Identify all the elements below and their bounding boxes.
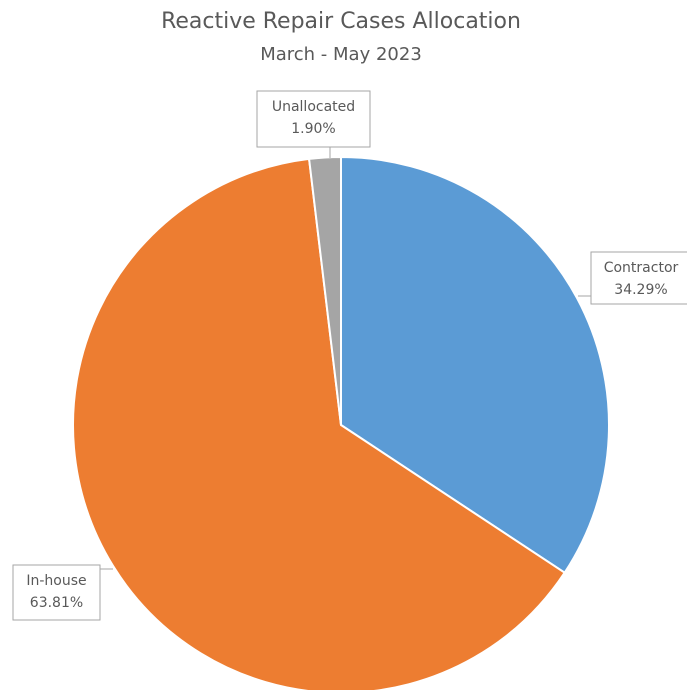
callout: Unallocated 1.90% xyxy=(256,90,371,158)
pie-slice xyxy=(307,155,342,426)
data-labels: Contractor 34.29% In-house 63.81% Unallocate… xyxy=(12,90,687,621)
value-label: 63.81% xyxy=(30,595,83,611)
chart-title: Reactive Repair Cases Allocation xyxy=(161,9,521,34)
callout: Contractor 34.29% xyxy=(578,251,687,305)
callout: In-house 63.81% xyxy=(12,564,113,621)
callout-box xyxy=(256,90,371,148)
pie-slice xyxy=(72,157,567,690)
category-label: Contractor xyxy=(604,260,679,276)
value-label: 34.29% xyxy=(614,282,667,298)
callout-box xyxy=(590,251,687,305)
category-label: Unallocated xyxy=(272,99,355,115)
category-label: In-house xyxy=(26,573,86,589)
pie xyxy=(72,155,610,690)
chart-subtitle: March - May 2023 xyxy=(260,44,422,65)
callout-box xyxy=(12,564,101,621)
value-label: 1.90% xyxy=(291,121,335,137)
